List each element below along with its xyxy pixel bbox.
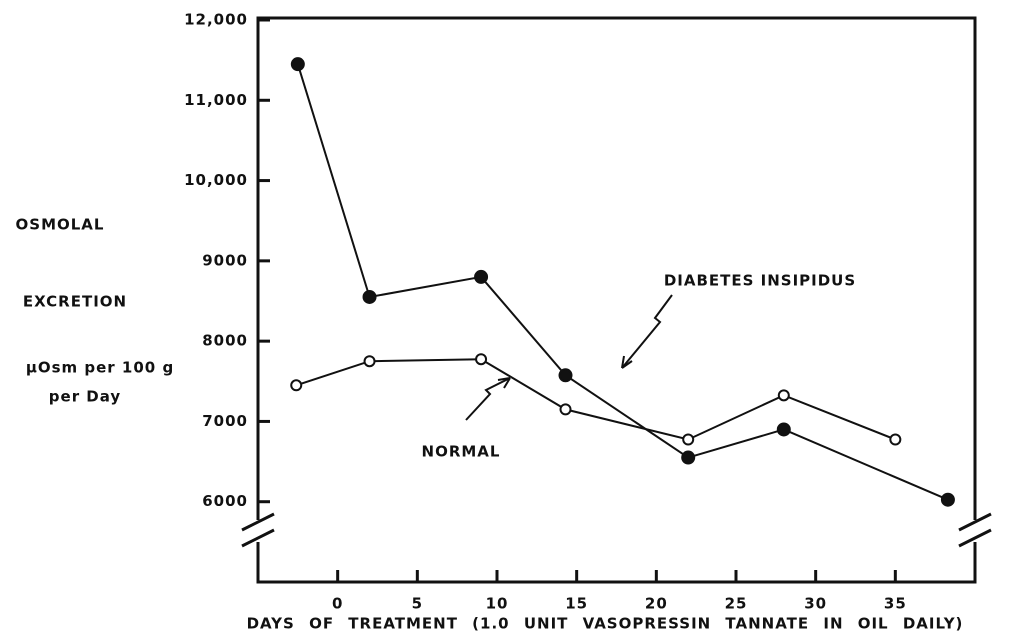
y-tick-label: 10,000 bbox=[184, 171, 248, 189]
y-tick-label: 12,000 bbox=[184, 11, 248, 29]
x-tick-label: 0 bbox=[332, 595, 343, 613]
x-tick-label: 10 bbox=[486, 595, 509, 613]
data-point bbox=[290, 57, 305, 72]
data-point bbox=[889, 433, 902, 446]
data-point bbox=[558, 368, 573, 383]
x-tick-label: 35 bbox=[884, 595, 907, 613]
y-axis-label: μOsm per 100 g bbox=[26, 359, 174, 377]
y-tick-label: 6000 bbox=[202, 492, 248, 510]
axis-breaks bbox=[240, 512, 993, 548]
data-point bbox=[777, 389, 790, 402]
x-tick-label: 30 bbox=[804, 595, 827, 613]
y-tick-label: 7000 bbox=[202, 412, 248, 430]
data-point bbox=[682, 433, 695, 446]
annotation: DIABETES INSIPIDUS bbox=[664, 272, 856, 290]
y-axis-label: per Day bbox=[49, 388, 121, 406]
data-point bbox=[474, 269, 489, 284]
x-tick-label: 5 bbox=[412, 595, 423, 613]
y-tick-label: 9000 bbox=[202, 251, 248, 269]
data-point bbox=[362, 289, 377, 304]
data-point bbox=[776, 422, 791, 437]
plot-frame bbox=[256, 16, 977, 584]
annotation: NORMAL bbox=[422, 443, 501, 461]
y-axis-label: OSMOLAL bbox=[16, 216, 105, 234]
annotation-arrows bbox=[465, 294, 673, 421]
data-point bbox=[559, 403, 572, 416]
x-tick-label: 25 bbox=[725, 595, 748, 613]
data-point bbox=[290, 379, 303, 392]
data-point bbox=[940, 492, 955, 507]
series-line bbox=[295, 358, 896, 441]
x-tick-label: 15 bbox=[565, 595, 588, 613]
x-tick-label: 20 bbox=[645, 595, 668, 613]
data-point bbox=[681, 450, 696, 465]
y-tick-label: 8000 bbox=[202, 332, 248, 350]
y-axis-label: EXCRETION bbox=[23, 293, 127, 311]
data-point bbox=[475, 353, 488, 366]
data-point bbox=[363, 355, 376, 368]
x-axis-label: DAYS OF TREATMENT (1.0 UNIT VASOPRESSIN … bbox=[247, 615, 964, 633]
y-tick-label: 11,000 bbox=[184, 91, 248, 109]
